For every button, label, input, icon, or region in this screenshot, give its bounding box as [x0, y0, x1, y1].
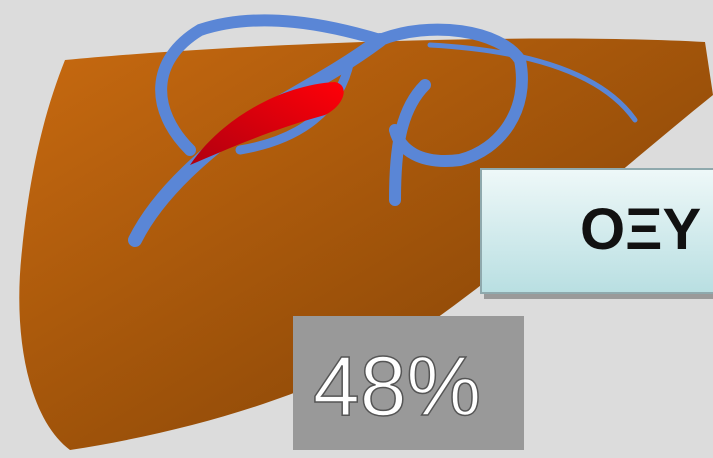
title: ΟΞΥ [580, 196, 701, 263]
percent-box: 48% [293, 316, 524, 450]
title-box: ΟΞΥ [480, 168, 713, 294]
percent: 48% [313, 338, 481, 435]
slide: ΟΞΥ 48% [0, 0, 713, 458]
